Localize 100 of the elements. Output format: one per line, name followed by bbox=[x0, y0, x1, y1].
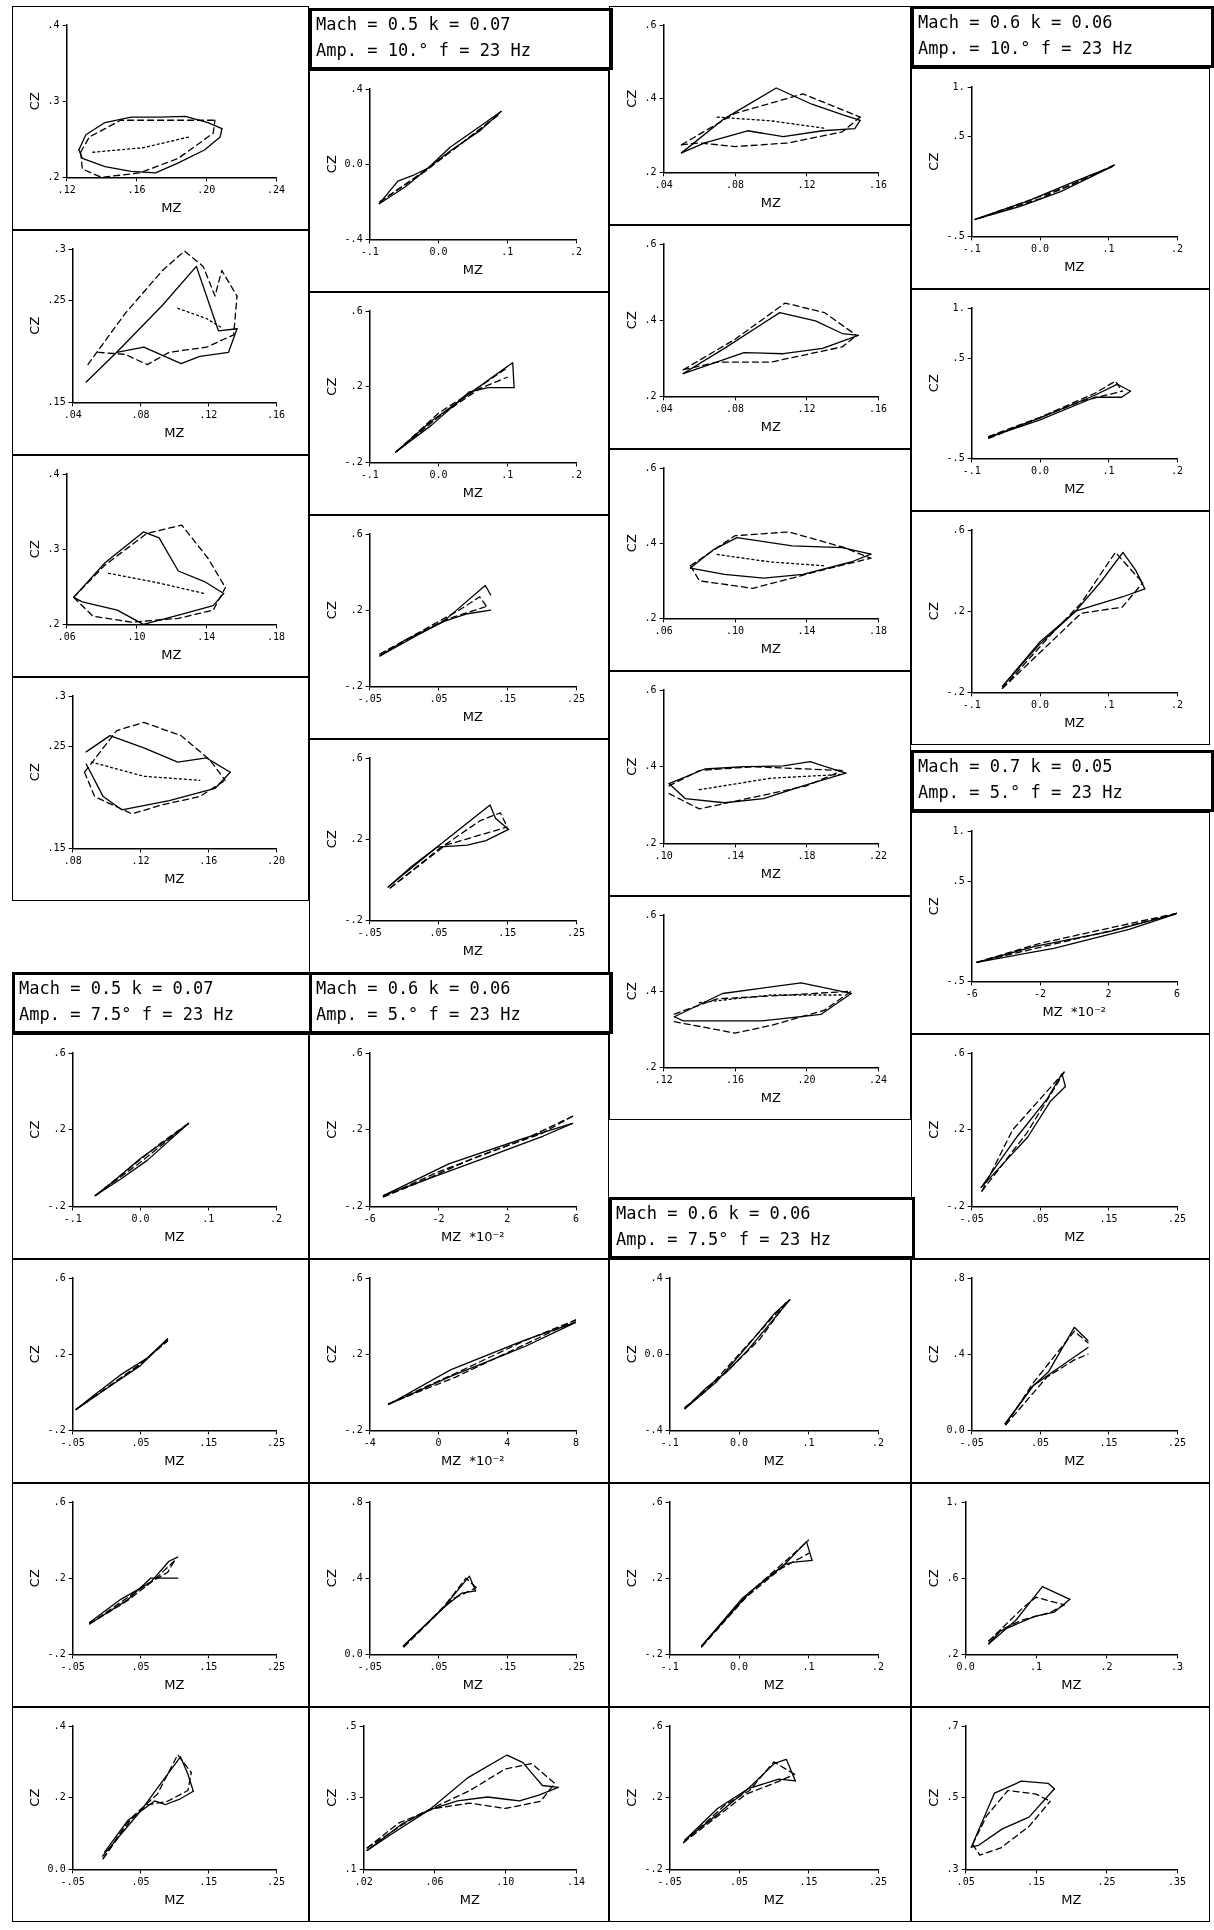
x-tick-label: .24 bbox=[868, 1073, 888, 1085]
x-axis-title: MZ bbox=[1064, 258, 1085, 274]
x-tick-label: .15 bbox=[498, 1660, 517, 1672]
x-tick-label: .15 bbox=[498, 926, 517, 938]
x-tick-label: -.05 bbox=[60, 1660, 85, 1672]
x-tick-label: .15 bbox=[799, 1875, 818, 1887]
y-axis-title: CZ bbox=[624, 1788, 640, 1807]
y-tick-label: 1. bbox=[946, 1495, 959, 1507]
y-tick-label: 0.0 bbox=[344, 157, 363, 169]
x-tick-label: .15 bbox=[199, 1875, 218, 1887]
y-tick-label: .4 bbox=[53, 1719, 66, 1731]
y-axis-title: CZ bbox=[27, 1788, 43, 1807]
x-axis-title: MZ bbox=[763, 1891, 784, 1907]
chart-title: Mach = 0.6 k = 0.06 bbox=[616, 1202, 812, 1225]
y-tick-label: -.2 bbox=[946, 1199, 965, 1211]
x-tick-label: 2 bbox=[1105, 987, 1112, 999]
y-axis-title: CZ bbox=[624, 311, 640, 330]
y-tick-label: -.2 bbox=[344, 913, 363, 925]
y-axis-title: CZ bbox=[624, 1345, 640, 1364]
x-tick-label: .08 bbox=[726, 402, 745, 414]
x-tick-label: .1 bbox=[501, 468, 514, 480]
y-tick-label: .6 bbox=[644, 237, 657, 249]
x-axis-title: MZ bbox=[1061, 1676, 1082, 1692]
x-tick-label: .05 bbox=[1031, 1212, 1050, 1224]
chart-subtitle: Amp. = 7.5° f = 23 Hz bbox=[616, 1228, 832, 1251]
x-tick-label: 2 bbox=[504, 1212, 511, 1224]
y-tick-label: .4 bbox=[350, 1571, 363, 1583]
chart-title: Mach = 0.5 k = 0.07 bbox=[19, 977, 215, 1000]
y-axis-title: CZ bbox=[27, 1345, 43, 1364]
y-tick-label: .6 bbox=[350, 1046, 363, 1058]
y-tick-label: -.4 bbox=[644, 1423, 663, 1435]
x-tick-label: .12 bbox=[797, 178, 816, 190]
y-axis-title: CZ bbox=[324, 1345, 340, 1364]
x-tick-label: .18 bbox=[266, 630, 286, 642]
x-tick-label: -.1 bbox=[360, 245, 379, 257]
x-tick-label: -.05 bbox=[357, 926, 382, 938]
x-tick-label: .25 bbox=[566, 1660, 586, 1672]
y-tick-label: .2 bbox=[644, 1060, 657, 1072]
x-tick-label: .12 bbox=[797, 402, 816, 414]
x-tick-label: 0.0 bbox=[730, 1436, 749, 1448]
x-tick-label: .02 bbox=[354, 1875, 373, 1887]
x-tick-label: .15 bbox=[199, 1436, 218, 1448]
y-tick-label: .8 bbox=[350, 1495, 363, 1507]
y-axis-title: CZ bbox=[624, 982, 640, 1001]
x-tick-label: .05 bbox=[1031, 1436, 1050, 1448]
y-tick-label: .6 bbox=[350, 1271, 363, 1283]
y-tick-label: .2 bbox=[644, 389, 657, 401]
x-tick-label: .25 bbox=[868, 1875, 888, 1887]
chart-title: Mach = 0.5 k = 0.07 bbox=[316, 13, 512, 36]
x-tick-label: .1 bbox=[501, 245, 514, 257]
x-tick-label: .04 bbox=[654, 178, 673, 190]
x-axis-title: MZ *10⁻² bbox=[441, 1452, 505, 1468]
y-tick-label: 0.0 bbox=[47, 1862, 66, 1874]
x-tick-label: -.05 bbox=[60, 1436, 85, 1448]
x-tick-label: .05 bbox=[730, 1875, 749, 1887]
x-tick-label: .1 bbox=[1102, 242, 1115, 254]
y-axis-title: CZ bbox=[624, 89, 640, 108]
x-axis-title: MZ bbox=[161, 646, 182, 662]
x-tick-label: .04 bbox=[63, 408, 82, 420]
x-axis-title: MZ bbox=[462, 708, 483, 724]
x-tick-label: -2 bbox=[1034, 987, 1047, 999]
x-axis-title: MZ bbox=[760, 1089, 781, 1105]
x-tick-label: .18 bbox=[797, 849, 816, 861]
x-tick-label: -.05 bbox=[959, 1436, 984, 1448]
y-tick-label: .15 bbox=[47, 841, 66, 853]
y-tick-label: .2 bbox=[650, 1571, 663, 1583]
y-axis-title: CZ bbox=[926, 897, 942, 916]
x-axis-title: MZ *10⁻² bbox=[1042, 1003, 1107, 1019]
x-axis-title: MZ bbox=[1064, 480, 1085, 496]
x-tick-label: -.05 bbox=[357, 1660, 382, 1672]
x-tick-label: .2 bbox=[871, 1660, 885, 1672]
y-tick-label: 1. bbox=[952, 301, 965, 313]
x-tick-label: -2 bbox=[432, 1212, 445, 1224]
x-tick-label: 0 bbox=[435, 1436, 442, 1448]
y-tick-label: -.2 bbox=[946, 685, 965, 697]
x-tick-label: -.05 bbox=[60, 1875, 85, 1887]
y-axis-title: CZ bbox=[624, 757, 640, 776]
x-axis-title: MZ bbox=[462, 261, 483, 277]
x-tick-label: .10 bbox=[654, 849, 673, 861]
x-axis-title: MZ bbox=[760, 865, 781, 881]
x-tick-label: .24 bbox=[266, 183, 286, 195]
chart-subtitle: Amp. = 10.° f = 23 Hz bbox=[918, 37, 1134, 60]
x-tick-label: .25 bbox=[266, 1875, 286, 1887]
x-tick-label: 0.0 bbox=[429, 468, 448, 480]
y-tick-label: .2 bbox=[53, 1123, 66, 1135]
x-tick-label: 0.0 bbox=[1031, 698, 1050, 710]
x-tick-label: .2 bbox=[871, 1436, 885, 1448]
x-tick-label: -.05 bbox=[959, 1212, 984, 1224]
x-tick-label: .1 bbox=[1102, 464, 1115, 476]
x-tick-label: .06 bbox=[57, 630, 76, 642]
x-tick-label: .20 bbox=[197, 183, 216, 195]
x-tick-label: 0.0 bbox=[1031, 242, 1050, 254]
y-tick-label: .2 bbox=[644, 611, 657, 623]
y-tick-label: .4 bbox=[644, 313, 657, 325]
y-tick-label: .6 bbox=[650, 1719, 663, 1731]
y-tick-label: .6 bbox=[644, 461, 657, 473]
x-axis-title: MZ bbox=[164, 1676, 185, 1692]
x-axis-title: MZ bbox=[1064, 1228, 1085, 1244]
x-tick-label: .08 bbox=[726, 178, 745, 190]
x-tick-label: .2 bbox=[569, 468, 583, 480]
